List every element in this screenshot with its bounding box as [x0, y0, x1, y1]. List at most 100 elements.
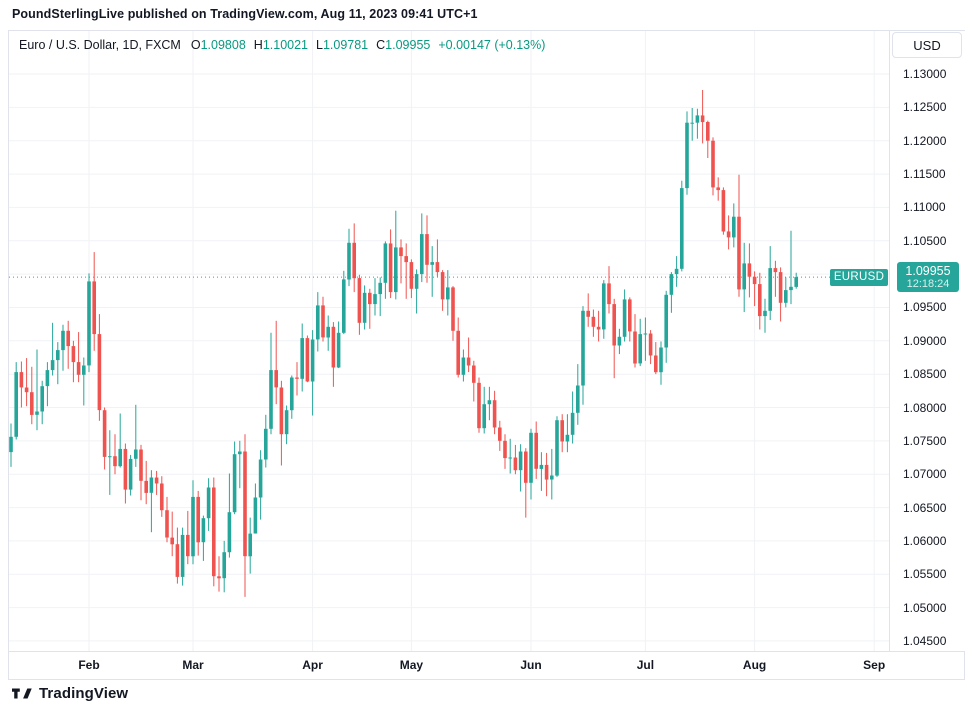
time-axis-label-jul: Jul	[636, 658, 655, 672]
candle	[274, 320, 278, 405]
candle	[134, 404, 138, 467]
candle	[295, 362, 299, 396]
time-axis-label-jun: Jun	[520, 658, 542, 672]
candle	[305, 335, 310, 383]
price-axis-label: 1.13000	[903, 67, 947, 81]
candle	[461, 349, 466, 382]
candle	[269, 332, 273, 435]
candle	[721, 187, 726, 235]
candle	[35, 349, 39, 431]
footer: TradingView	[12, 685, 128, 702]
candle	[238, 440, 242, 489]
candle	[513, 444, 518, 475]
candle	[456, 317, 460, 378]
candle	[550, 448, 554, 500]
last-price-value: 1.09955	[905, 264, 951, 279]
price-axis-label: 1.11000	[903, 200, 946, 215]
candle	[617, 328, 622, 355]
candle	[430, 246, 434, 297]
candle	[196, 490, 200, 556]
price-axis-label: 1.07500	[903, 433, 947, 448]
tradingview-logo-icon[interactable]	[12, 686, 32, 702]
time-axis[interactable]: Feb Mar Apr May Jun Jul Aug Sep	[9, 651, 964, 679]
candle	[789, 230, 793, 305]
candle	[581, 306, 585, 405]
symbol-title[interactable]: Euro / U.S. Dollar, 1D, FXCM	[19, 38, 181, 52]
candle	[388, 229, 393, 299]
candle	[633, 314, 637, 368]
candle	[258, 450, 263, 520]
time-axis-label-feb: Feb	[78, 658, 100, 672]
candle	[128, 454, 133, 496]
price-axis-label: 1.07000	[903, 467, 947, 482]
currency-selector-button[interactable]: USD	[892, 32, 962, 58]
candle	[170, 511, 174, 557]
candle	[24, 358, 29, 407]
gridlines	[9, 31, 889, 651]
candle	[503, 434, 507, 469]
candles	[9, 90, 798, 597]
candle	[217, 556, 221, 592]
candle	[726, 215, 731, 250]
price-axis-label: 1.12500	[903, 100, 947, 115]
candle	[612, 298, 616, 379]
candle	[61, 324, 65, 371]
price-axis-label: 1.10500	[903, 233, 947, 248]
attribution-bar: PoundSterlingLive published on TradingVi…	[12, 7, 478, 21]
candle	[321, 296, 325, 342]
candle	[763, 298, 767, 333]
candle	[149, 470, 154, 533]
candle	[14, 362, 18, 440]
time-axis-label-mar: Mar	[182, 658, 204, 672]
time-axis-label-may: May	[399, 658, 424, 672]
last-price-axis-flag: 1.09955 12:18:24	[897, 262, 959, 293]
candle	[487, 386, 492, 421]
candle	[30, 366, 34, 425]
candle	[310, 330, 315, 416]
tradingview-brand-text[interactable]: TradingView	[39, 685, 129, 702]
candle	[602, 280, 606, 339]
candle	[711, 137, 715, 196]
candle	[716, 177, 720, 201]
candle	[66, 320, 70, 369]
candle	[97, 314, 102, 421]
candle	[435, 239, 440, 277]
candle	[747, 243, 752, 298]
candle	[659, 341, 663, 385]
candle	[591, 309, 596, 337]
candle	[175, 527, 180, 584]
candle	[518, 444, 523, 492]
candle	[654, 342, 658, 375]
candle	[404, 243, 408, 299]
candle	[477, 377, 481, 433]
candle	[446, 270, 450, 316]
candle	[19, 361, 24, 408]
candle	[492, 390, 497, 435]
price-axis-label: 1.05500	[903, 567, 947, 582]
candle	[82, 357, 86, 406]
candle	[555, 416, 559, 477]
candle	[466, 337, 471, 373]
candle	[383, 241, 388, 299]
candle	[9, 423, 13, 467]
candle	[565, 414, 570, 453]
candle	[695, 108, 700, 139]
last-price-symbol-flag: EURUSD	[830, 268, 888, 286]
price-axis[interactable]: 1.09955 12:18:24 1.13000 1.12500 1.12000 1.…	[889, 31, 965, 651]
candle	[144, 460, 148, 505]
candle	[534, 421, 538, 479]
candle	[669, 272, 674, 313]
candle	[300, 323, 304, 392]
candle	[264, 414, 268, 468]
candle	[368, 288, 372, 329]
candle	[108, 430, 112, 495]
candle	[414, 269, 419, 314]
candle	[778, 267, 783, 322]
time-axis-label-apr: Apr	[302, 658, 323, 672]
price-axis-label: 1.12000	[903, 133, 947, 148]
candle	[544, 452, 549, 497]
candle	[123, 443, 128, 504]
candle	[451, 286, 455, 341]
price-chart-plot[interactable]: Euro / U.S. Dollar, 1D, FXCM O1.09808 H1.1…	[9, 31, 889, 651]
ohlc-open: O1.09808	[190, 38, 246, 52]
